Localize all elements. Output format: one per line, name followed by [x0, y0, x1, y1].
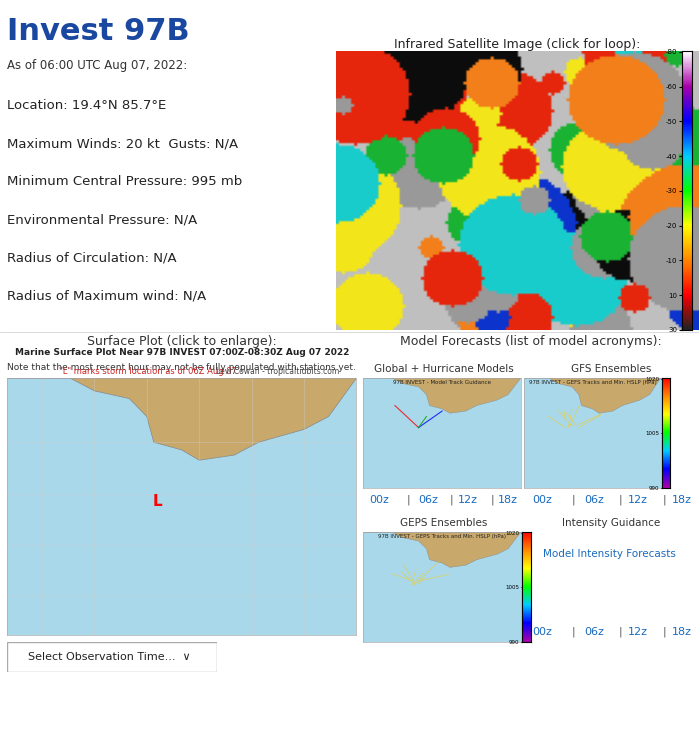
- Text: |: |: [571, 627, 575, 637]
- Text: Levi Cowan - tropicaltidbits.com: Levi Cowan - tropicaltidbits.com: [216, 366, 339, 376]
- Text: Note that the most recent hour may not be fully populated with stations yet.: Note that the most recent hour may not b…: [7, 363, 356, 371]
- Text: 06z: 06z: [418, 495, 438, 505]
- Text: 00z: 00z: [532, 495, 552, 505]
- Text: 12z: 12z: [628, 495, 648, 505]
- Text: GEPS Ensembles: GEPS Ensembles: [400, 518, 488, 528]
- Text: Environmental Pressure: N/A: Environmental Pressure: N/A: [7, 213, 197, 226]
- Polygon shape: [524, 378, 661, 413]
- Text: Minimum Central Pressure: 995 mb: Minimum Central Pressure: 995 mb: [7, 175, 242, 188]
- Text: |: |: [571, 495, 575, 505]
- Text: |: |: [662, 495, 666, 505]
- Text: Global + Hurricane Models: Global + Hurricane Models: [374, 364, 514, 374]
- Text: Invest 97B: Invest 97B: [7, 16, 189, 46]
- Polygon shape: [363, 378, 521, 413]
- Text: Surface Plot (click to enlarge):: Surface Plot (click to enlarge):: [87, 335, 277, 348]
- Text: 06z: 06z: [584, 627, 604, 637]
- Text: Model Intensity Forecasts: Model Intensity Forecasts: [543, 549, 677, 559]
- Text: 06z: 06z: [584, 495, 604, 505]
- Text: 12z: 12z: [628, 627, 648, 637]
- Text: |: |: [490, 495, 494, 505]
- FancyBboxPatch shape: [7, 642, 217, 672]
- Text: Radius of Circulation: N/A: Radius of Circulation: N/A: [7, 251, 176, 264]
- Text: |: |: [662, 627, 666, 637]
- Text: 97B INVEST - Model Track Guidance: 97B INVEST - Model Track Guidance: [393, 380, 491, 385]
- Text: 18z: 18z: [672, 495, 691, 505]
- Text: 97B INVEST - GEFS Tracks and Min. HSLP (hPa): 97B INVEST - GEFS Tracks and Min. HSLP (…: [528, 380, 656, 385]
- Text: 97B INVEST - GEPS Tracks and Min. HSLP (hPa): 97B INVEST - GEPS Tracks and Min. HSLP (…: [378, 534, 506, 539]
- Text: Maximum Winds: 20 kt  Gusts: N/A: Maximum Winds: 20 kt Gusts: N/A: [7, 137, 238, 150]
- Text: GFS Ensembles: GFS Ensembles: [572, 364, 651, 374]
- Text: Marine Surface Plot Near 97B INVEST 07:00Z-08:30Z Aug 07 2022: Marine Surface Plot Near 97B INVEST 07:0…: [15, 348, 349, 357]
- Text: L: L: [152, 494, 162, 509]
- Text: As of 06:00 UTC Aug 07, 2022:: As of 06:00 UTC Aug 07, 2022:: [7, 59, 187, 73]
- Text: |: |: [407, 495, 410, 505]
- Polygon shape: [363, 532, 521, 567]
- Text: 18z: 18z: [498, 495, 518, 505]
- Polygon shape: [7, 378, 356, 460]
- Text: Location: 19.4°N 85.7°E: Location: 19.4°N 85.7°E: [7, 99, 166, 112]
- Text: |: |: [450, 495, 454, 505]
- Text: Radius of Maximum wind: N/A: Radius of Maximum wind: N/A: [7, 289, 206, 302]
- Text: 18z: 18z: [672, 627, 691, 637]
- Text: 12z: 12z: [458, 495, 478, 505]
- Text: |: |: [619, 495, 622, 505]
- Text: Select Observation Time...  ∨: Select Observation Time... ∨: [28, 652, 191, 662]
- Text: 00z: 00z: [370, 495, 389, 505]
- Text: 00z: 00z: [532, 627, 552, 637]
- Text: Infrared Satellite Image (click for loop):: Infrared Satellite Image (click for loop…: [394, 37, 640, 51]
- Text: |: |: [619, 627, 622, 637]
- Text: "L" marks storm location as of 06Z Aug 07: "L" marks storm location as of 06Z Aug 0…: [59, 366, 237, 376]
- Text: Intensity Guidance: Intensity Guidance: [563, 518, 661, 528]
- Text: Model Forecasts (list of model acronyms):: Model Forecasts (list of model acronyms)…: [401, 335, 662, 348]
